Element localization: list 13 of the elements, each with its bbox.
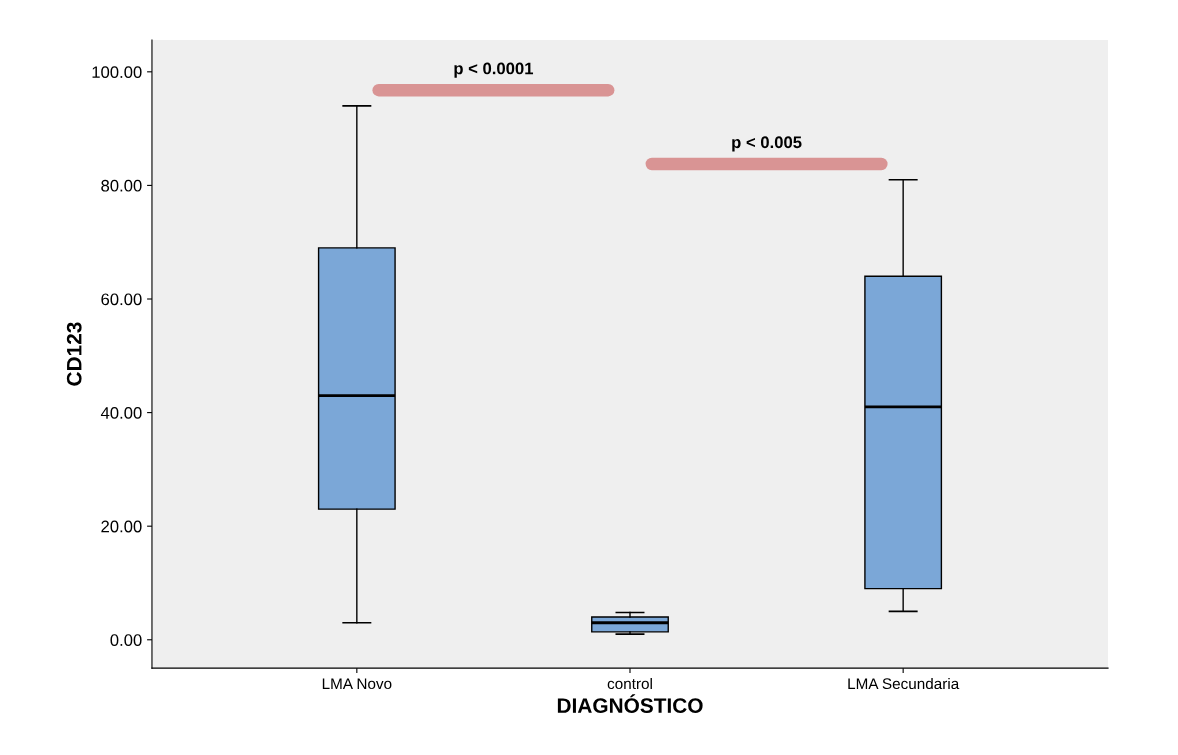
y-axis-title: CD123 — [66, 322, 82, 386]
annotation: p < 0.005 — [732, 136, 802, 152]
x-tick-label: LMA Novo — [322, 678, 392, 690]
x-tick-label: LMA Secundaria — [848, 677, 960, 690]
y-tick-label: 0.00 — [110, 634, 142, 646]
y-tick-label: 80.00 — [101, 179, 142, 192]
x-axis-title: DIAGNÓSTICO — [557, 694, 703, 713]
annotation: p < 0.0001 — [454, 62, 534, 78]
x-tick-label: control — [607, 677, 652, 690]
y-tick-label: 40.00 — [100, 407, 142, 419]
y-tick-label: 100.00 — [92, 66, 142, 79]
y-tick-label: 60.00 — [101, 293, 142, 306]
y-tick-label: 20.00 — [101, 520, 142, 533]
